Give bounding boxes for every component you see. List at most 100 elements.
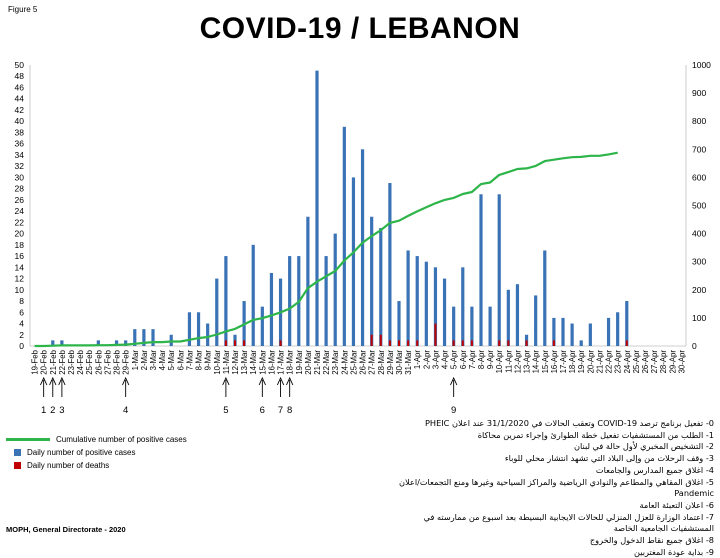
event-marker-label: 2 [50, 405, 55, 416]
positive-bar [606, 317, 611, 346]
positive-bar [342, 126, 346, 346]
x-tick-label: 11-Apr [504, 350, 513, 373]
x-tick-label: 23-Mar [331, 350, 340, 375]
event-marker-label: 1 [41, 405, 46, 416]
positive-bar [51, 340, 55, 346]
positive-bar [442, 278, 447, 346]
positive-bar [370, 216, 374, 346]
death-bar [388, 340, 391, 346]
x-tick-label: 26-Feb [94, 349, 103, 374]
positive-bar [151, 329, 155, 346]
x-tick-label: 17-Apr [559, 350, 568, 374]
x-tick-label: 24-Apr [623, 350, 632, 374]
positive-bar [424, 261, 428, 346]
y-left-tick-label: 48 [15, 71, 25, 81]
note-4: 4- اغلاق جميع المدارس والجامعات [595, 464, 714, 475]
note-7: 7- اعتماد الوزارة للعزل المنزلي للحالات … [423, 511, 714, 534]
x-tick-label: 3-Apr [431, 350, 440, 369]
legend-deaths-swatch [14, 462, 21, 469]
death-bar [470, 340, 473, 346]
x-tick-label: 21-Feb [49, 349, 58, 374]
x-tick-label: 29-Mar [386, 350, 395, 375]
y-left-tick-label: 6 [19, 307, 24, 317]
x-tick-label: 24-Mar [340, 350, 349, 375]
positive-bar [324, 256, 328, 346]
positive-bar [388, 183, 392, 346]
event-arrow-head [58, 376, 66, 386]
y-left-tick-label: 42 [15, 105, 25, 115]
x-tick-label: 5-Mar [167, 350, 176, 371]
positive-bar [260, 306, 264, 346]
note-6: 6- اعلان التعبئة العامة [639, 499, 714, 510]
y-left-tick-label: 20 [15, 229, 25, 239]
x-tick-label: 19-Apr [577, 350, 586, 374]
x-tick-label: 25-Apr [632, 350, 641, 374]
death-bar [370, 334, 373, 346]
event-arrow-head [450, 376, 458, 386]
combo-chart: 0246810121416182022242628303234363840424… [15, 60, 712, 416]
y-left-tick-label: 24 [15, 206, 25, 216]
x-tick-label: 19-Feb [31, 349, 40, 374]
positive-bar [360, 149, 365, 346]
positive-bar [561, 317, 565, 346]
y-left-tick-label: 0 [19, 341, 24, 351]
y-left-tick-label: 40 [15, 116, 25, 126]
x-tick-label: 8-Apr [477, 350, 486, 369]
x-tick-label: 22-Apr [605, 350, 614, 374]
x-tick-label: 27-Mar [368, 350, 377, 375]
x-tick-label: 30-Apr [677, 350, 686, 374]
event-arrow-head [122, 376, 130, 386]
note-5: 5- اغلاق المقاهي والمطاعم والنوادي الريا… [399, 476, 714, 499]
x-tick-label: 3-Mar [149, 350, 158, 371]
y-left-tick-label: 4 [19, 319, 24, 329]
x-tick-label: 10-Mar [213, 350, 222, 375]
positive-bar [552, 317, 556, 346]
legend-bar-swatch [14, 449, 21, 456]
y-right-tick-label: 500 [692, 201, 706, 211]
positive-bar [497, 194, 501, 346]
positive-bar [124, 340, 128, 346]
positive-bar [588, 323, 592, 346]
death-bar [407, 340, 410, 346]
y-left-tick-label: 8 [19, 296, 24, 306]
x-tick-label: 13-Mar [240, 350, 249, 375]
death-bar [243, 340, 246, 346]
x-tick-label: 6-Apr [459, 350, 468, 369]
x-tick-label: 28-Apr [659, 350, 668, 374]
x-tick-label: 27-Apr [650, 350, 659, 374]
x-tick-label: 25-Mar [349, 350, 358, 375]
positive-bar [461, 267, 465, 346]
x-tick-label: 24-Feb [76, 349, 85, 374]
positive-bar [452, 306, 456, 346]
positive-bar [206, 323, 210, 346]
death-bar [498, 340, 501, 346]
event-notes: 0- تفعيل برنامج ترصد COVID-19 وتعقب الحا… [384, 418, 714, 558]
y-right-tick-label: 700 [692, 144, 706, 154]
event-arrow-head [222, 376, 230, 386]
death-bar [452, 340, 455, 346]
y-right-tick-label: 600 [692, 172, 706, 182]
death-bar [625, 340, 628, 346]
y-right-tick-label: 900 [692, 88, 706, 98]
y-left-tick-label: 46 [15, 82, 25, 92]
x-tick-label: 4-Mar [158, 350, 167, 371]
positive-bar [187, 312, 192, 346]
positive-bar [315, 70, 319, 347]
positive-bar [96, 340, 100, 346]
y-right-tick-label: 800 [692, 116, 706, 126]
positive-bar [269, 272, 274, 346]
positive-bar [488, 306, 492, 346]
x-tick-label: 26-Apr [641, 350, 650, 374]
death-bar [224, 340, 227, 346]
y-left-tick-label: 16 [15, 251, 25, 261]
y-left-tick-label: 14 [15, 262, 25, 272]
x-tick-label: 9-Apr [486, 350, 495, 369]
y-left-tick-label: 12 [15, 274, 25, 284]
positive-bar [415, 256, 419, 346]
positive-bar [534, 295, 538, 346]
positive-bar [251, 244, 255, 346]
positive-bar [433, 267, 438, 346]
x-tick-label: 7-Apr [468, 350, 477, 369]
x-tick-label: 2-Apr [422, 350, 431, 369]
x-tick-label: 16-Mar [267, 350, 276, 375]
